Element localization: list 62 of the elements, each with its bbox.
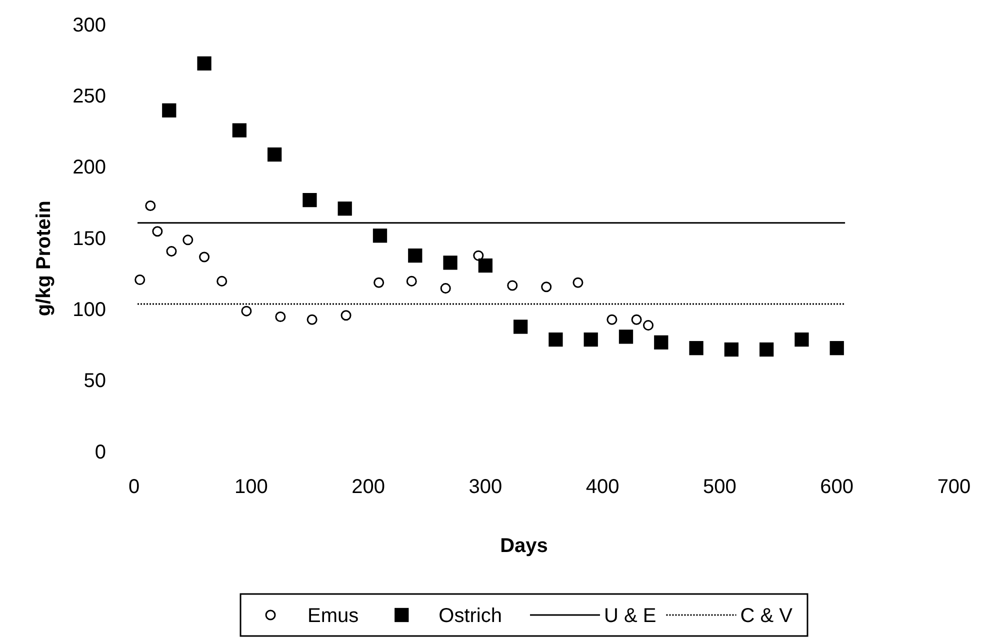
point — [606, 314, 618, 325]
point — [152, 226, 163, 237]
point — [541, 282, 552, 292]
point — [572, 277, 584, 288]
y-tick-label: 0 — [94, 441, 106, 464]
point — [406, 276, 417, 286]
y-tick-label: 100 — [72, 299, 106, 322]
point — [338, 202, 352, 216]
point — [440, 283, 451, 294]
point — [145, 200, 156, 212]
x-tick-label: 300 — [468, 476, 502, 498]
x-tick-label: 400 — [586, 476, 620, 498]
point — [197, 56, 212, 70]
point — [760, 342, 774, 357]
point — [306, 314, 318, 325]
point — [134, 274, 146, 286]
y-tick-label: 200 — [72, 156, 106, 179]
point — [689, 341, 704, 356]
point — [478, 258, 492, 273]
point — [275, 312, 286, 322]
point — [340, 310, 352, 321]
point — [507, 280, 518, 291]
x-tick-label: 0 — [128, 476, 140, 498]
legend-label: Emus — [308, 605, 359, 627]
point — [642, 320, 654, 331]
legend-label: C & V — [740, 605, 794, 627]
point — [216, 276, 228, 286]
point — [162, 103, 176, 118]
legend-label: U & E — [604, 605, 656, 627]
x-tick-label: 500 — [703, 476, 736, 498]
point — [830, 341, 844, 356]
point — [443, 256, 458, 270]
point — [654, 335, 668, 350]
y-tick-label: 300 — [72, 14, 106, 36]
point — [182, 234, 194, 246]
point — [268, 147, 282, 162]
x-tick-label: 700 — [937, 476, 971, 498]
point — [302, 193, 317, 208]
point — [618, 330, 634, 344]
y-tick-label: 50 — [84, 370, 106, 392]
point — [241, 306, 252, 316]
x-tick-label: 200 — [352, 476, 385, 498]
x-tick-label: 600 — [820, 476, 854, 498]
point — [548, 332, 563, 347]
point — [232, 123, 246, 138]
point — [166, 246, 177, 257]
y-tick-label: 250 — [72, 86, 106, 108]
y-axis-title: g/kg Protein — [33, 200, 55, 316]
point — [199, 252, 210, 262]
y-tick-label: 150 — [72, 228, 106, 250]
point — [374, 277, 384, 288]
point — [794, 332, 809, 347]
point — [584, 332, 598, 347]
point — [514, 320, 528, 334]
point — [372, 228, 388, 243]
x-tick-label: 100 — [234, 476, 268, 498]
point — [724, 342, 738, 357]
point — [473, 250, 484, 261]
x-axis-title: Days — [500, 535, 548, 557]
point — [408, 248, 422, 263]
legend-label: Ostrich — [438, 605, 502, 627]
point — [631, 314, 642, 325]
